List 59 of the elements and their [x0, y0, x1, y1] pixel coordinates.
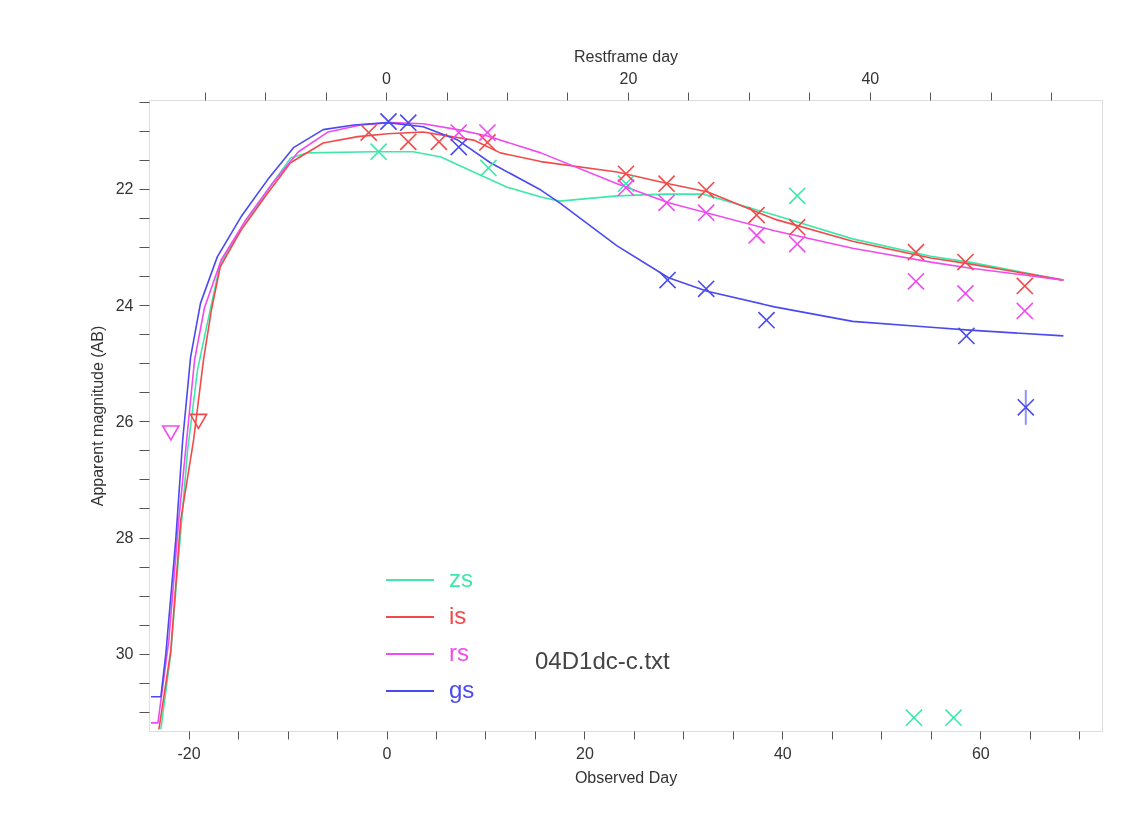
y-tick-label: 26	[115, 412, 134, 430]
y-tick-label: 28	[115, 529, 134, 547]
point	[478, 123, 497, 142]
point	[1015, 302, 1034, 320]
x-tick-label: -20	[177, 744, 201, 762]
point	[944, 708, 963, 727]
point	[379, 112, 398, 131]
point	[189, 413, 208, 430]
annotation: 04D1dc-c.txt	[535, 647, 671, 674]
y-tick-label: 30	[115, 645, 134, 663]
point	[697, 181, 716, 199]
y-tick-label: 24	[115, 296, 134, 314]
legend-label: gs	[449, 676, 475, 703]
x-tick-label: 40	[773, 744, 792, 762]
x2-tick-label: 20	[619, 69, 638, 87]
point	[697, 203, 716, 222]
x-tick-label: 0	[382, 744, 392, 762]
point	[788, 218, 807, 237]
x2-axis-title: Restframe day	[573, 47, 679, 65]
point	[956, 253, 975, 271]
point	[369, 142, 388, 161]
point	[697, 279, 716, 298]
point	[617, 174, 635, 193]
point	[658, 271, 677, 289]
x-tick-label: 20	[576, 744, 594, 762]
point	[788, 187, 807, 205]
legend-label: zs	[449, 565, 473, 592]
x2-tick-label: 40	[861, 69, 880, 87]
point	[657, 193, 676, 212]
point	[657, 174, 676, 193]
point	[907, 272, 925, 291]
point	[747, 206, 766, 224]
point	[617, 178, 635, 197]
point	[957, 327, 976, 345]
point	[399, 132, 418, 151]
point	[399, 113, 418, 132]
point	[905, 708, 923, 727]
point	[1015, 277, 1034, 295]
x2-tick-label: 0	[382, 69, 392, 87]
point	[788, 235, 807, 253]
point	[479, 159, 498, 177]
x-tick-label: 60	[971, 744, 990, 762]
point	[359, 123, 378, 142]
y-axis-title: Apparent magnitude (AB)	[88, 325, 106, 507]
point	[956, 284, 975, 303]
y-tick-label: 22	[115, 180, 134, 198]
point	[161, 425, 180, 441]
legend-label: rs	[449, 639, 469, 666]
legend-label: is	[449, 602, 467, 629]
point	[617, 164, 635, 183]
point	[430, 132, 448, 151]
point	[1016, 398, 1035, 417]
point	[449, 138, 468, 156]
point	[747, 226, 766, 245]
x-axis-title: Observed Day	[574, 768, 678, 786]
point	[757, 311, 776, 330]
point	[907, 243, 925, 262]
point	[449, 123, 468, 142]
point	[478, 133, 497, 152]
